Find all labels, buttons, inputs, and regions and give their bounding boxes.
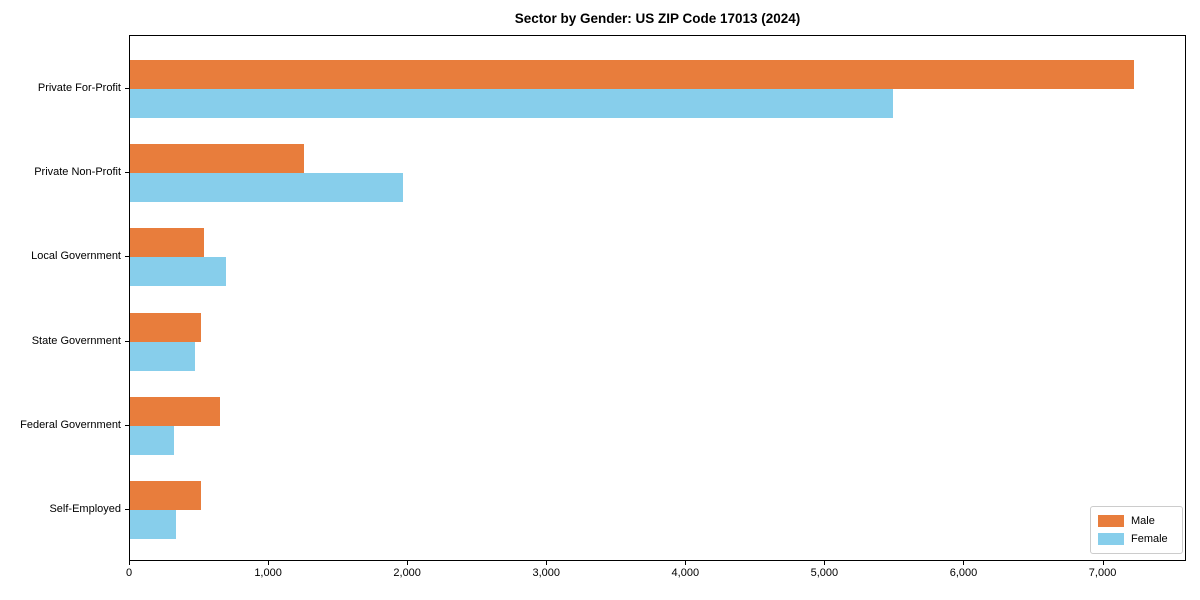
x-tick-mark bbox=[685, 561, 687, 565]
y-tick-label: State Government bbox=[31, 334, 121, 347]
x-tick-label: 7,000 bbox=[1088, 567, 1117, 579]
y-tick-mark bbox=[125, 88, 129, 89]
legend-label: Female bbox=[1131, 533, 1168, 545]
x-tick-label: 0 bbox=[125, 567, 133, 579]
legend-item-female: Female bbox=[1098, 533, 1175, 545]
x-tick-mark bbox=[268, 561, 270, 565]
legend-swatch-male bbox=[1098, 515, 1124, 527]
y-tick-label: Local Government bbox=[31, 250, 121, 263]
bar-male-5 bbox=[130, 481, 202, 510]
x-tick-mark bbox=[407, 561, 409, 565]
y-tick-mark bbox=[125, 172, 129, 174]
y-tick-label: Private For-Profit bbox=[37, 82, 121, 94]
y-tick-mark bbox=[125, 256, 129, 258]
y-tick-label: Self-Employed bbox=[49, 503, 121, 515]
chart-title: Sector by Gender: US ZIP Code 17013 (202… bbox=[514, 11, 801, 26]
y-tick-mark bbox=[125, 509, 129, 510]
x-tick-mark bbox=[1102, 561, 1104, 565]
x-tick-label: 1,000 bbox=[254, 567, 282, 579]
y-tick-label: Private Non-Profit bbox=[34, 166, 121, 179]
legend: Male Female bbox=[1090, 506, 1183, 554]
bar-female-2 bbox=[130, 257, 227, 287]
bar-female-3 bbox=[130, 341, 195, 371]
bar-female-0 bbox=[130, 89, 894, 118]
bar-female-5 bbox=[130, 510, 176, 539]
y-tick-label: Federal Government bbox=[20, 418, 121, 431]
bar-male-4 bbox=[130, 396, 220, 426]
bar-male-3 bbox=[130, 312, 202, 342]
x-tick-label: 2,000 bbox=[393, 567, 421, 579]
x-tick-mark bbox=[963, 561, 965, 565]
legend-item-male: Male bbox=[1098, 515, 1175, 527]
x-tick-mark bbox=[129, 561, 130, 565]
x-tick-label: 6,000 bbox=[949, 567, 978, 579]
bar-male-0 bbox=[130, 60, 1134, 89]
x-tick-label: 5,000 bbox=[810, 567, 839, 579]
x-tick-mark bbox=[546, 561, 548, 565]
y-tick-mark bbox=[125, 424, 129, 426]
bar-male-1 bbox=[130, 144, 304, 174]
y-tick-mark bbox=[125, 340, 129, 342]
legend-label: Male bbox=[1131, 515, 1155, 527]
x-tick-mark bbox=[824, 561, 826, 565]
x-tick-label: 3,000 bbox=[532, 567, 560, 579]
plot-area bbox=[129, 35, 1186, 561]
legend-swatch-female bbox=[1098, 533, 1124, 545]
bar-male-2 bbox=[130, 228, 205, 258]
bar-female-4 bbox=[130, 425, 174, 455]
x-tick-label: 4,000 bbox=[671, 567, 700, 579]
bar-female-1 bbox=[130, 173, 404, 203]
